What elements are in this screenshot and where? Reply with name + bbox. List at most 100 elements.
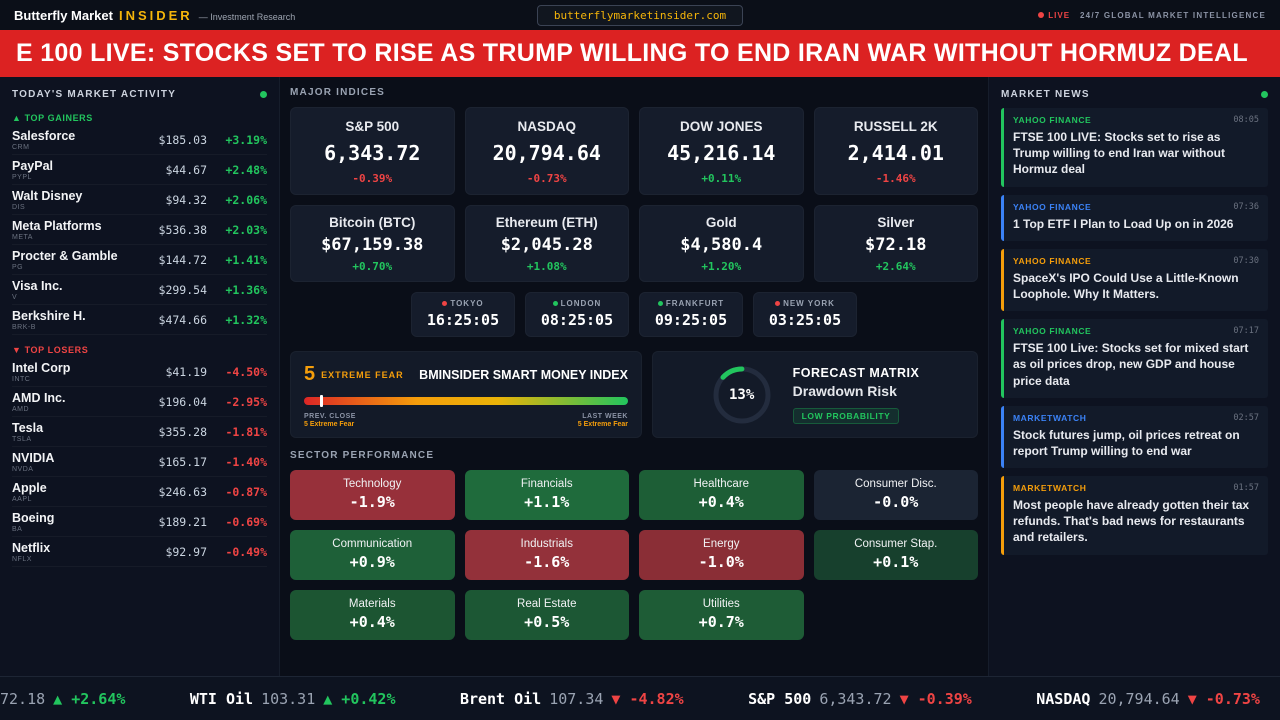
news-headline: SpaceX's IPO Could Use a Little-Known Lo… xyxy=(1013,270,1239,301)
prev-close-value: 5 Extreme Fear xyxy=(304,421,355,428)
stock-price: $44.67 xyxy=(165,163,207,177)
stock-row[interactable]: Intel Corp INTC $41.19 -4.50% xyxy=(12,357,267,387)
sector-grid: Technology -1.9% Financials +1.1% Healthcare… xyxy=(290,470,978,640)
sector-card: Utilities +0.7% xyxy=(639,590,804,640)
stock-quote: $474.66 +1.32% xyxy=(159,313,267,327)
index-value: $2,045.28 xyxy=(500,235,593,255)
stock-quote: $189.21 -0.69% xyxy=(159,515,267,529)
news-item[interactable]: YAHOO FINANCE 07:17 FTSE 100 Live: Stocks … xyxy=(1001,319,1268,398)
stock-row[interactable]: Boeing BA $189.21 -0.69% xyxy=(12,507,267,537)
smart-money-index-card: 5 EXTREME FEAR BMINSIDER SMART MONEY IND… xyxy=(290,351,642,438)
stock-info: Netflix NFLX xyxy=(12,541,50,563)
stock-row[interactable]: AMD Inc. AMD $196.04 -2.95% xyxy=(12,387,267,417)
stock-name: Procter & Gamble xyxy=(12,249,118,263)
stock-name: NVIDIA xyxy=(12,451,55,465)
stock-change: -2.95% xyxy=(225,395,267,409)
prev-close-label: PREV. CLOSE xyxy=(304,413,356,420)
stock-price: $165.17 xyxy=(158,455,207,469)
sector-name: Communication xyxy=(332,538,413,550)
stock-name: Boeing xyxy=(12,511,55,525)
stock-row[interactable]: Procter & Gamble PG $144.72 +1.41% xyxy=(12,245,267,275)
stock-name: PayPal xyxy=(12,159,54,173)
index-card: Gold $4,580.4 +1.20% xyxy=(639,205,804,282)
stock-change: +2.06% xyxy=(225,193,267,207)
stock-row[interactable]: PayPal PYPL $44.67 +2.48% xyxy=(12,155,267,185)
fear-greed-score: 5 xyxy=(304,363,316,385)
sector-card: Industrials -1.6% xyxy=(464,530,629,580)
intel-label: 24/7 GLOBAL MARKET INTELLIGENCE xyxy=(1080,10,1266,20)
stock-name: Visa Inc. xyxy=(12,279,63,293)
news-item[interactable]: MARKETWATCH 02:57 Stock futures jump, oil … xyxy=(1001,405,1268,469)
sector-change: +0.4% xyxy=(698,493,744,511)
sector-card: Real Estate +0.5% xyxy=(464,590,629,640)
stock-price: $196.04 xyxy=(158,395,207,409)
stock-info: PayPal PYPL xyxy=(12,159,53,181)
index-card: RUSSELL 2K 2,414.01 -1.46% xyxy=(813,107,978,195)
stock-row[interactable]: Meta Platforms META $536.38 +2.03% xyxy=(12,215,267,245)
sector-name: Consumer Stap. xyxy=(854,538,938,550)
news-item[interactable]: YAHOO FINANCE 07:36 1 Top ETF I Plan to Lo… xyxy=(1001,194,1268,241)
index-card: Ethereum (ETH) $2,045.28 +1.08% xyxy=(464,205,629,282)
index-change: +1.08% xyxy=(526,260,567,273)
index-change: +2.64% xyxy=(875,260,916,273)
world-clock: LONDON 08:25:05 xyxy=(525,292,629,337)
stock-info: Berkshire H. BRK-B xyxy=(12,309,86,331)
market-status-dot xyxy=(442,301,448,306)
news-meta: YAHOO FINANCE 07:17 xyxy=(1013,326,1259,336)
sector-name: Financials xyxy=(520,478,573,490)
live-indicator-dot xyxy=(260,91,267,98)
news-headline: FTSE 100 LIVE: Stocks set to rise as Tru… xyxy=(1013,130,1225,177)
last-week-value: 5 Extreme Fear xyxy=(577,421,628,428)
brand-name: Butterfly Market xyxy=(14,7,113,23)
clock-time: 09:25:05 xyxy=(654,311,728,329)
stock-row[interactable]: Berkshire H. BRK-B $474.66 +1.32% xyxy=(12,305,267,335)
ticker-change: ▲ +2.64% xyxy=(53,689,126,708)
sector-name: Energy xyxy=(703,538,740,550)
news-item[interactable]: YAHOO FINANCE 07:30 SpaceX's IPO Could Use… xyxy=(1001,248,1268,312)
sector-card: Materials +0.4% xyxy=(290,590,455,640)
stock-row[interactable]: Apple AAPL $246.63 -0.87% xyxy=(12,477,267,507)
top-bar: Butterfly Market INSIDER — Investment Re… xyxy=(0,0,1280,30)
forecast-subtitle: Drawdown Risk xyxy=(792,382,897,399)
ticker-price: 20,794.64 xyxy=(1098,689,1180,708)
site-domain-button[interactable]: butterflymarketinsider.com xyxy=(536,4,744,26)
stock-name: Tesla xyxy=(12,421,44,435)
news-meta: MARKETWATCH 01:57 xyxy=(1013,483,1259,493)
brand: Butterfly Market INSIDER — Investment Re… xyxy=(14,8,537,23)
clock-time: 16:25:05 xyxy=(426,311,500,329)
stock-name: Salesforce xyxy=(12,129,76,143)
world-clock: TOKYO 16:25:05 xyxy=(411,292,515,337)
stock-row[interactable]: Salesforce CRM $185.03 +3.19% xyxy=(12,125,267,155)
clock-city: NEW YORK xyxy=(768,299,842,308)
stock-row[interactable]: NVIDIA NVDA $165.17 -1.40% xyxy=(12,447,267,477)
stock-row[interactable]: Visa Inc. V $299.54 +1.36% xyxy=(12,275,267,305)
stock-ticker: BA xyxy=(12,526,23,533)
sector-change: -0.0% xyxy=(873,493,919,511)
clock-time: 08:25:05 xyxy=(540,311,614,329)
stock-price: $92.97 xyxy=(165,545,207,559)
news-item[interactable]: MARKETWATCH 01:57 Most people have already… xyxy=(1001,476,1268,555)
drawdown-risk-gauge: 13% xyxy=(711,364,773,426)
news-item[interactable]: YAHOO FINANCE 08:05 FTSE 100 LIVE: Stocks … xyxy=(1001,108,1268,187)
stock-quote: $44.67 +2.48% xyxy=(165,163,267,177)
sector-card: Communication +0.9% xyxy=(290,530,455,580)
index-change: -0.39% xyxy=(352,172,393,185)
smart-money-header: 5 EXTREME FEAR BMINSIDER SMART MONEY IND… xyxy=(304,363,628,386)
stock-info: Walt Disney DIS xyxy=(12,189,82,211)
stock-row[interactable]: Tesla TSLA $355.28 -1.81% xyxy=(12,417,267,447)
stock-price: $144.72 xyxy=(158,253,207,267)
sector-change: -1.0% xyxy=(698,553,744,571)
stock-row[interactable]: Netflix NFLX $92.97 -0.49% xyxy=(12,537,267,567)
live-indicator-dot xyxy=(1261,91,1268,98)
stock-quote: $536.38 +2.03% xyxy=(159,223,267,237)
index-card: S&P 500 6,343.72 -0.39% xyxy=(290,107,455,195)
breaking-news-text: E 100 LIVE: STOCKS SET TO RISE AS TRUMP … xyxy=(16,39,1248,67)
clock-time: 03:25:05 xyxy=(768,311,842,329)
stock-info: Salesforce CRM xyxy=(12,129,75,151)
stock-change: +1.36% xyxy=(225,283,267,297)
stock-quote: $92.97 -0.49% xyxy=(165,545,267,559)
stock-row[interactable]: Walt Disney DIS $94.32 +2.06% xyxy=(12,185,267,215)
stock-change: +2.48% xyxy=(225,163,267,177)
sector-change: +0.5% xyxy=(524,613,570,631)
fear-greed-label: EXTREME FEAR xyxy=(321,369,404,380)
